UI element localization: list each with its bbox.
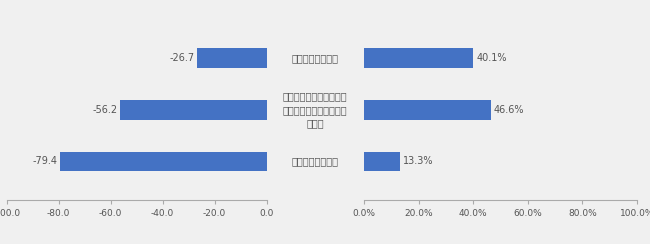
Text: 40.1%: 40.1% [476, 53, 507, 63]
Bar [120, 100, 266, 120]
Text: 十分理解している: 十分理解している [292, 53, 339, 63]
Text: 契約時は理解していたが
現在はあまり理解できて
いない: 契約時は理解していたが 現在はあまり理解できて いない [283, 92, 348, 128]
Bar [60, 152, 266, 171]
Text: 13.3%: 13.3% [403, 156, 434, 166]
Bar [364, 100, 491, 120]
Text: 46.6%: 46.6% [494, 105, 525, 115]
Text: -79.4: -79.4 [32, 156, 57, 166]
Text: -26.7: -26.7 [170, 53, 194, 63]
Bar [364, 48, 473, 68]
Text: -56.2: -56.2 [93, 105, 118, 115]
Bar [197, 48, 266, 68]
Text: 理解できていない: 理解できていない [292, 156, 339, 166]
Bar [364, 152, 400, 171]
